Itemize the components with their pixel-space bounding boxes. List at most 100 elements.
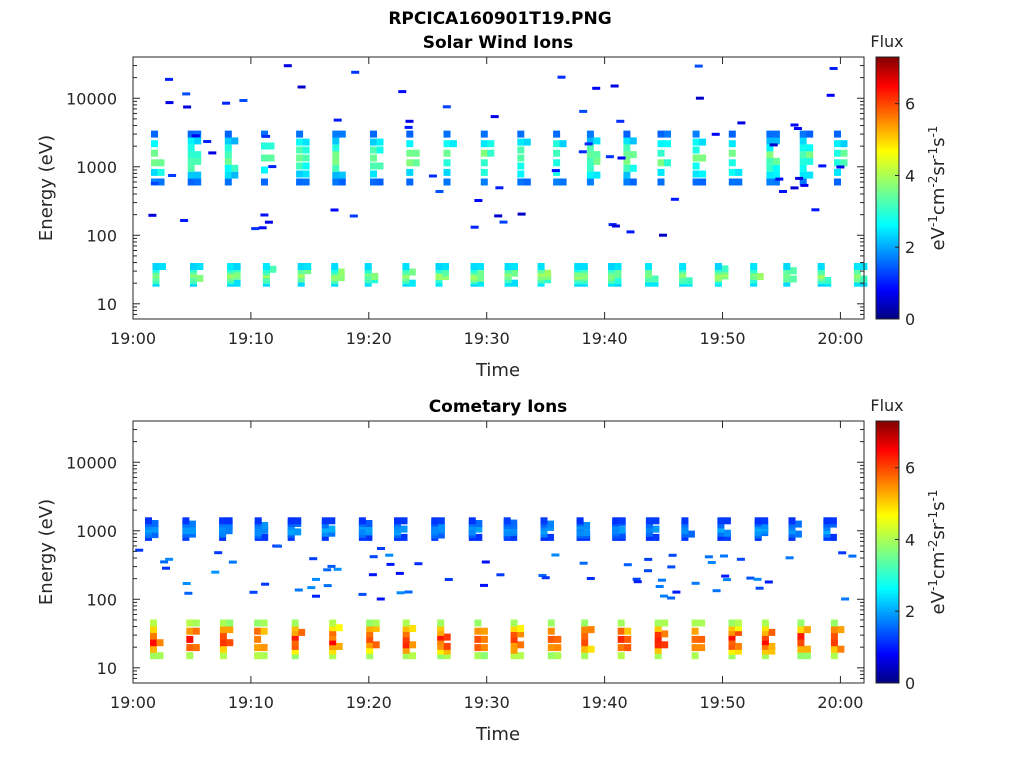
heatmap-cell [811, 208, 820, 212]
heatmap-cell [470, 263, 478, 270]
heatmap-cell [537, 263, 545, 270]
heatmap-cell [297, 271, 305, 279]
heatmap-cell [746, 576, 755, 580]
heatmap-cell [735, 178, 743, 186]
heatmap-cell [329, 619, 337, 627]
heatmap-cell [329, 642, 337, 650]
heatmap-cell [717, 521, 725, 529]
heatmap-cell [332, 130, 340, 138]
heatmap-cell [490, 115, 499, 119]
heatmap-cell [302, 154, 310, 162]
heatmap-cell [668, 553, 677, 557]
heatmap-cell [335, 642, 343, 650]
heatmap-cell [617, 627, 625, 635]
heatmap-cell [226, 639, 234, 647]
heatmap-cell [480, 178, 488, 186]
heatmap-cell [298, 628, 306, 636]
heatmap-cell [480, 159, 488, 167]
heatmap-cell [772, 164, 780, 172]
heatmap-cell [406, 168, 414, 176]
heatmap-cell [623, 178, 631, 186]
heatmap-cell [799, 130, 807, 138]
heatmap-cell [192, 627, 200, 635]
heatmap-cell [553, 159, 561, 167]
panel1-plot-frame [132, 56, 865, 320]
heatmap-cell [358, 592, 367, 596]
heatmap-cell [329, 633, 337, 641]
panel2-heatmap-cells [135, 517, 857, 660]
heatmap-cell [480, 583, 488, 587]
heatmap-cell [196, 274, 204, 282]
heatmap-cell [254, 627, 262, 635]
heatmap-cell [614, 268, 622, 276]
heatmap-cell [323, 568, 332, 572]
heatmap-cell [837, 626, 845, 634]
heatmap-cell [165, 77, 173, 81]
heatmap-cell [511, 279, 518, 287]
heatmap-cell [377, 547, 385, 550]
heatmap-cell [553, 168, 561, 176]
heatmap-cell [783, 275, 791, 283]
heatmap-cell [386, 562, 395, 566]
heatmap-cell [841, 597, 850, 601]
heatmap-cell [370, 138, 377, 146]
heatmap-cell [547, 627, 555, 635]
heatmap-cell [168, 174, 177, 177]
heatmap-cell [723, 529, 731, 537]
heatmap-cell [761, 633, 769, 641]
heatmap-cell [269, 265, 277, 273]
heatmap-cell [664, 130, 671, 138]
heatmap-cell [623, 144, 631, 152]
heatmap-cell [329, 638, 337, 646]
heatmap-cell [687, 530, 695, 538]
heatmap-cell [396, 591, 405, 595]
heatmap-cell [157, 159, 165, 167]
heatmap-cell [547, 619, 555, 627]
heatmap-cell [624, 627, 632, 635]
heatmap-cell [152, 263, 160, 270]
heatmap-cell [834, 130, 841, 138]
heatmap-cell [553, 140, 561, 148]
heatmap-cell [661, 641, 669, 649]
heatmap-cell [370, 146, 377, 154]
heatmap-cell [291, 652, 299, 660]
heatmap-cell [547, 533, 554, 541]
heatmap-cell [761, 638, 769, 646]
heatmap-cell [593, 157, 601, 165]
x-tick-label: 19:40 [582, 693, 628, 712]
heatmap-cell [645, 279, 652, 287]
heatmap-cell [830, 632, 838, 640]
heatmap-cell [826, 93, 835, 97]
heatmap-cell [254, 635, 262, 643]
heatmap-cell [610, 84, 619, 88]
panel-cometary-ions: Cometary Ions 10 100 1000 10000 19:00 19:10 19… [36, 396, 949, 745]
heatmap-cell [806, 130, 814, 138]
heatmap-cell [294, 588, 303, 592]
heatmap-cell [670, 197, 679, 201]
heatmap-cell [477, 270, 484, 278]
heatmap-cell [231, 164, 239, 172]
heatmap-cell [799, 157, 807, 165]
heatmap-cell [723, 517, 731, 525]
heatmap-cell [587, 626, 595, 634]
heatmap-cell [196, 263, 204, 270]
panel1-colorbar-title: Flux [870, 32, 903, 51]
heatmap-cell [187, 164, 195, 172]
heatmap-cell [309, 557, 318, 561]
panel2-axes: 10 100 1000 10000 19:00 19:10 19:20 19:30 19:40 1… [66, 420, 864, 712]
heatmap-cell [194, 171, 202, 179]
y-tick-label: 1000 [76, 522, 117, 541]
heatmap-cell [551, 553, 560, 557]
heatmap-cell [437, 517, 445, 525]
heatmap-cell [187, 151, 195, 159]
heatmap-cell [222, 101, 231, 105]
heatmap-cell [474, 652, 482, 660]
heatmap-cell [830, 619, 838, 627]
heatmap-cell [586, 577, 595, 580]
heatmap-cell [755, 586, 764, 590]
heatmap-cell [547, 644, 555, 652]
heatmap-cell [150, 652, 157, 660]
heatmap-cell [721, 265, 729, 273]
heatmap-cell [503, 517, 511, 525]
heatmap-cell [717, 533, 725, 541]
